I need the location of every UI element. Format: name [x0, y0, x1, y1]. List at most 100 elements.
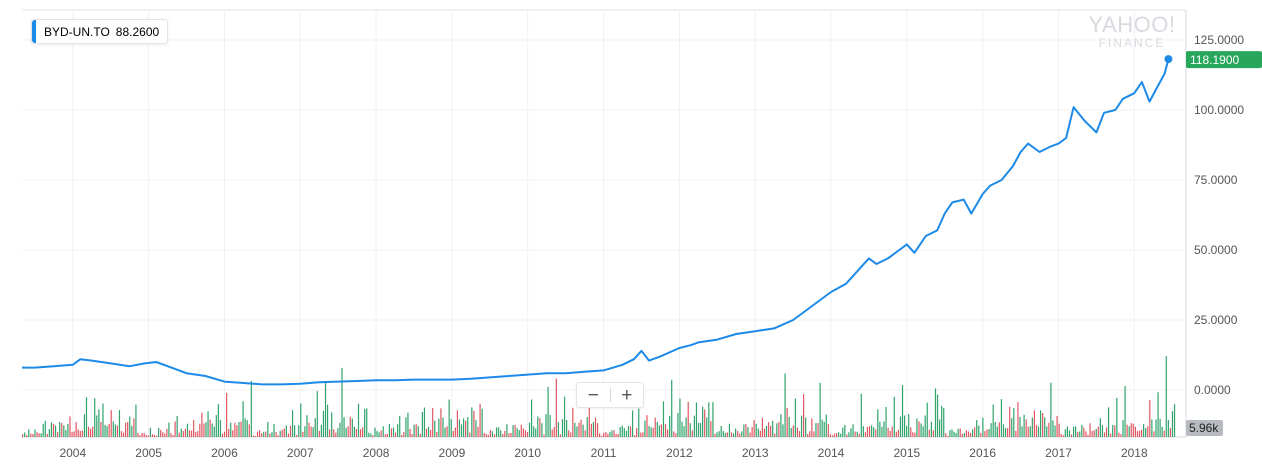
volume-bar — [539, 418, 541, 437]
x-tick-label: 2006 — [211, 446, 238, 460]
volume-bar — [1054, 425, 1056, 437]
volume-bar — [782, 424, 784, 437]
volume-bar — [411, 433, 413, 437]
volume-bar — [1114, 425, 1116, 437]
volume-bar — [285, 425, 287, 437]
x-tick-label: 2015 — [893, 446, 920, 460]
volume-bar — [83, 414, 86, 437]
volume-bar — [875, 429, 877, 437]
volume-bar — [506, 424, 508, 437]
volume-bar — [634, 435, 636, 437]
volume-bar — [347, 426, 349, 437]
volume-bar — [778, 422, 780, 437]
volume-bar — [1110, 433, 1112, 437]
volume-bar — [788, 416, 790, 437]
volume-bar — [30, 433, 32, 437]
volume-bar — [366, 408, 368, 437]
volume-bar — [697, 422, 700, 437]
volume-bar — [821, 419, 823, 437]
volume-bar — [1099, 418, 1101, 437]
volume-bar — [368, 432, 370, 437]
volume-bar — [69, 416, 71, 437]
volume-bar — [1097, 426, 1099, 437]
zoom-in-button[interactable]: + — [621, 384, 633, 406]
volume-bar — [139, 435, 141, 437]
volume-bar — [753, 420, 755, 437]
volume-bar — [370, 433, 372, 437]
volume-bar — [269, 433, 271, 437]
volume-bar — [959, 428, 961, 437]
volume-bar — [693, 415, 695, 437]
volume-bar — [961, 433, 963, 437]
volume-bar — [112, 421, 114, 437]
volume-bar — [374, 427, 376, 437]
volume-bar — [335, 432, 337, 437]
volume-bar — [667, 429, 669, 437]
volume-bar — [153, 434, 156, 437]
volume-bar — [971, 429, 974, 437]
volume-bar — [450, 419, 452, 437]
volume-bar — [314, 418, 316, 437]
volume-tag — [1186, 420, 1223, 436]
volume-bar — [172, 435, 174, 437]
volume-bar — [1112, 425, 1114, 437]
volume-bar — [969, 432, 972, 437]
series-legend[interactable]: BYD-UN.TO 88.2600 — [31, 19, 169, 44]
volume-bar — [807, 433, 809, 437]
volume-bar — [1169, 427, 1172, 437]
volume-bar — [318, 430, 320, 437]
volume-bar — [415, 424, 417, 437]
volume-bar — [578, 422, 580, 437]
volume-bar — [372, 435, 374, 437]
volume-bar — [263, 431, 265, 437]
volume-bar — [1056, 415, 1058, 437]
volume-bar — [131, 425, 133, 437]
volume-bar — [230, 422, 232, 437]
volume-bar — [471, 407, 473, 437]
volume-bar — [765, 425, 768, 437]
x-tick-label: 2014 — [818, 446, 845, 460]
volume-bar — [22, 434, 24, 437]
zoom-out-button[interactable]: − — [587, 384, 599, 406]
volume-bar — [685, 417, 687, 437]
volume-bar — [378, 432, 380, 437]
volume-bar — [122, 432, 125, 437]
volume-bar — [910, 427, 912, 437]
volume-bar — [254, 436, 257, 437]
volume-bar — [638, 408, 640, 437]
volume-bar — [984, 431, 986, 437]
volume-bar — [708, 402, 710, 437]
price-series — [22, 55, 1173, 386]
volume-bar — [444, 427, 446, 437]
volume-bar — [629, 426, 632, 437]
volume-bar — [465, 420, 467, 437]
volume-bar — [63, 425, 65, 437]
volume-bar — [1136, 431, 1139, 437]
volume-bar — [213, 426, 215, 437]
volume-bar — [887, 427, 889, 437]
axis-tags: 118.1900 5.96k — [1186, 51, 1262, 436]
volume-bar — [77, 429, 79, 437]
volume-bar — [786, 407, 788, 437]
volume-bar — [716, 432, 718, 437]
volume-bar — [1077, 432, 1079, 437]
x-tick-label: 2012 — [666, 446, 693, 460]
volume-bar — [1035, 424, 1038, 437]
volume-bar — [118, 410, 121, 437]
volume-bar — [640, 432, 642, 437]
x-tick-label: 2010 — [514, 446, 541, 460]
logo-line-2: FINANCE — [1098, 36, 1166, 50]
volume-bar — [687, 401, 689, 437]
volume-bar — [584, 430, 586, 437]
volume-bar — [623, 428, 625, 437]
volume-bar — [1155, 419, 1157, 437]
volume-bar — [922, 426, 924, 437]
volume-bar — [928, 429, 930, 437]
volume-bar — [61, 423, 63, 437]
volume-bar — [384, 434, 386, 437]
volume-bar — [800, 415, 803, 437]
y-tick-label: 25.0000 — [1194, 313, 1238, 327]
volume-bar — [106, 426, 108, 437]
volume-bar — [780, 414, 782, 437]
